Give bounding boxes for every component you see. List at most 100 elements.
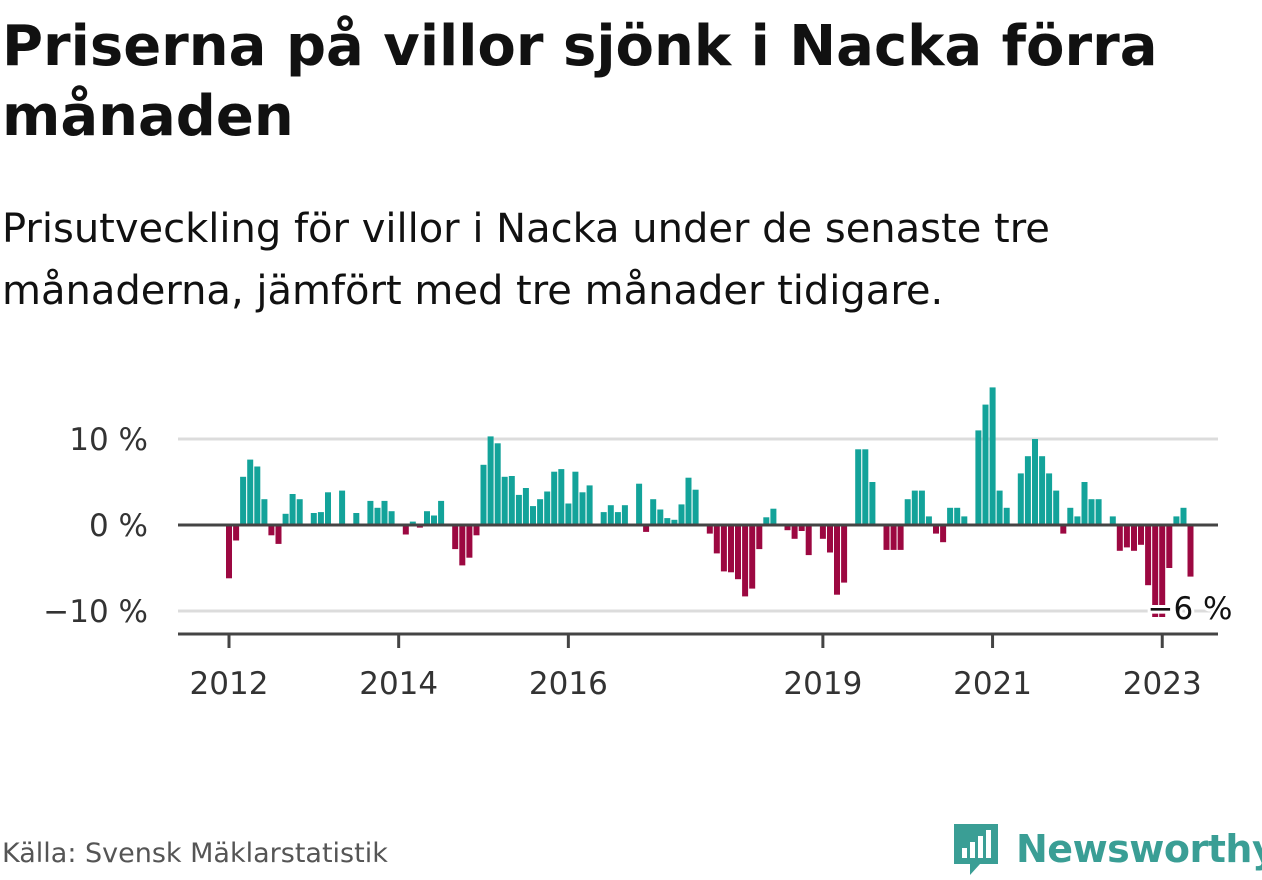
bar xyxy=(254,466,261,525)
bar xyxy=(1003,507,1010,525)
bar xyxy=(579,492,586,525)
bar xyxy=(883,525,890,550)
bar xyxy=(975,430,982,525)
bar xyxy=(1166,525,1173,568)
bar xyxy=(424,511,430,525)
bar xyxy=(233,525,240,541)
bar xyxy=(374,507,381,525)
bar xyxy=(918,490,925,525)
x-tick-label: 2019 xyxy=(783,666,862,702)
bar xyxy=(791,525,798,539)
bar xyxy=(1039,456,1046,525)
bar xyxy=(657,509,664,525)
bar xyxy=(268,525,275,536)
bar xyxy=(226,525,232,579)
bar xyxy=(367,500,374,525)
bar xyxy=(522,488,529,525)
bar xyxy=(756,525,763,550)
bar xyxy=(310,513,317,525)
bar xyxy=(1159,525,1166,617)
bar xyxy=(720,525,727,572)
bar xyxy=(501,476,508,525)
bar xyxy=(869,482,876,525)
axes xyxy=(178,523,1218,648)
last-value-label: −6 % xyxy=(1148,591,1233,627)
bar xyxy=(466,525,473,558)
bar xyxy=(650,499,657,525)
bar xyxy=(1081,482,1088,525)
bar xyxy=(388,511,395,525)
bar xyxy=(402,525,409,535)
bar xyxy=(933,525,939,534)
x-tick-label: 2023 xyxy=(1123,666,1202,702)
bar xyxy=(925,516,932,525)
newsworthy-logo-icon xyxy=(954,824,998,875)
bar xyxy=(586,485,593,525)
bar xyxy=(671,519,678,525)
bar xyxy=(890,525,897,550)
bar xyxy=(1095,499,1102,525)
bar xyxy=(1123,525,1130,548)
bar xyxy=(805,525,812,556)
bar xyxy=(996,490,1003,525)
bar xyxy=(544,491,551,525)
y-tick-label: 10 % xyxy=(69,422,148,458)
bar xyxy=(904,499,911,525)
bar xyxy=(572,471,579,525)
bar xyxy=(325,492,331,525)
bar xyxy=(551,471,558,525)
bar xyxy=(282,513,289,525)
bar xyxy=(487,436,494,525)
bar xyxy=(317,512,324,525)
bar xyxy=(1152,525,1159,617)
bar xyxy=(961,516,968,525)
brand-logo-block[interactable]: Newsworthy xyxy=(950,818,1262,880)
bar xyxy=(1024,456,1031,525)
bar xyxy=(940,525,947,543)
bar xyxy=(275,525,282,544)
bar xyxy=(1067,507,1074,525)
bar xyxy=(1145,525,1152,586)
bar xyxy=(480,464,487,525)
bar xyxy=(784,525,791,531)
bar xyxy=(1187,525,1194,577)
x-tick-label: 2016 xyxy=(529,666,608,702)
bar xyxy=(664,518,671,525)
bar xyxy=(827,525,833,553)
chart-title: Priserna på villor sjönk i Nacka förra m… xyxy=(2,14,1158,149)
bar xyxy=(339,490,346,525)
bar xyxy=(954,507,961,525)
bar xyxy=(353,513,360,525)
gridlines xyxy=(178,437,1218,613)
y-tick-label: 0 % xyxy=(89,508,148,544)
bar xyxy=(558,469,565,525)
bar xyxy=(261,499,268,525)
bar xyxy=(735,525,741,580)
bar xyxy=(841,525,848,583)
bar xyxy=(600,512,607,525)
bar xyxy=(1074,516,1081,525)
bar xyxy=(565,503,572,525)
bar xyxy=(911,490,918,525)
x-tick-label: 2012 xyxy=(190,666,269,702)
bar xyxy=(530,506,536,525)
bar xyxy=(1088,499,1095,525)
bar xyxy=(614,512,621,525)
bar xyxy=(1131,525,1137,551)
bar xyxy=(855,449,862,525)
bar xyxy=(636,483,643,525)
bar xyxy=(763,517,770,525)
bar xyxy=(706,525,713,534)
bar xyxy=(897,525,904,550)
bar xyxy=(247,459,254,525)
bar xyxy=(1046,473,1053,525)
bar xyxy=(982,404,989,525)
bar xyxy=(537,499,544,525)
bar xyxy=(431,515,437,525)
bar xyxy=(685,477,692,525)
chart-subtitle: Prisutveckling för villor i Nacka under … xyxy=(2,206,1050,314)
bar xyxy=(1017,473,1024,525)
bar xyxy=(742,525,749,597)
bar xyxy=(438,500,445,525)
